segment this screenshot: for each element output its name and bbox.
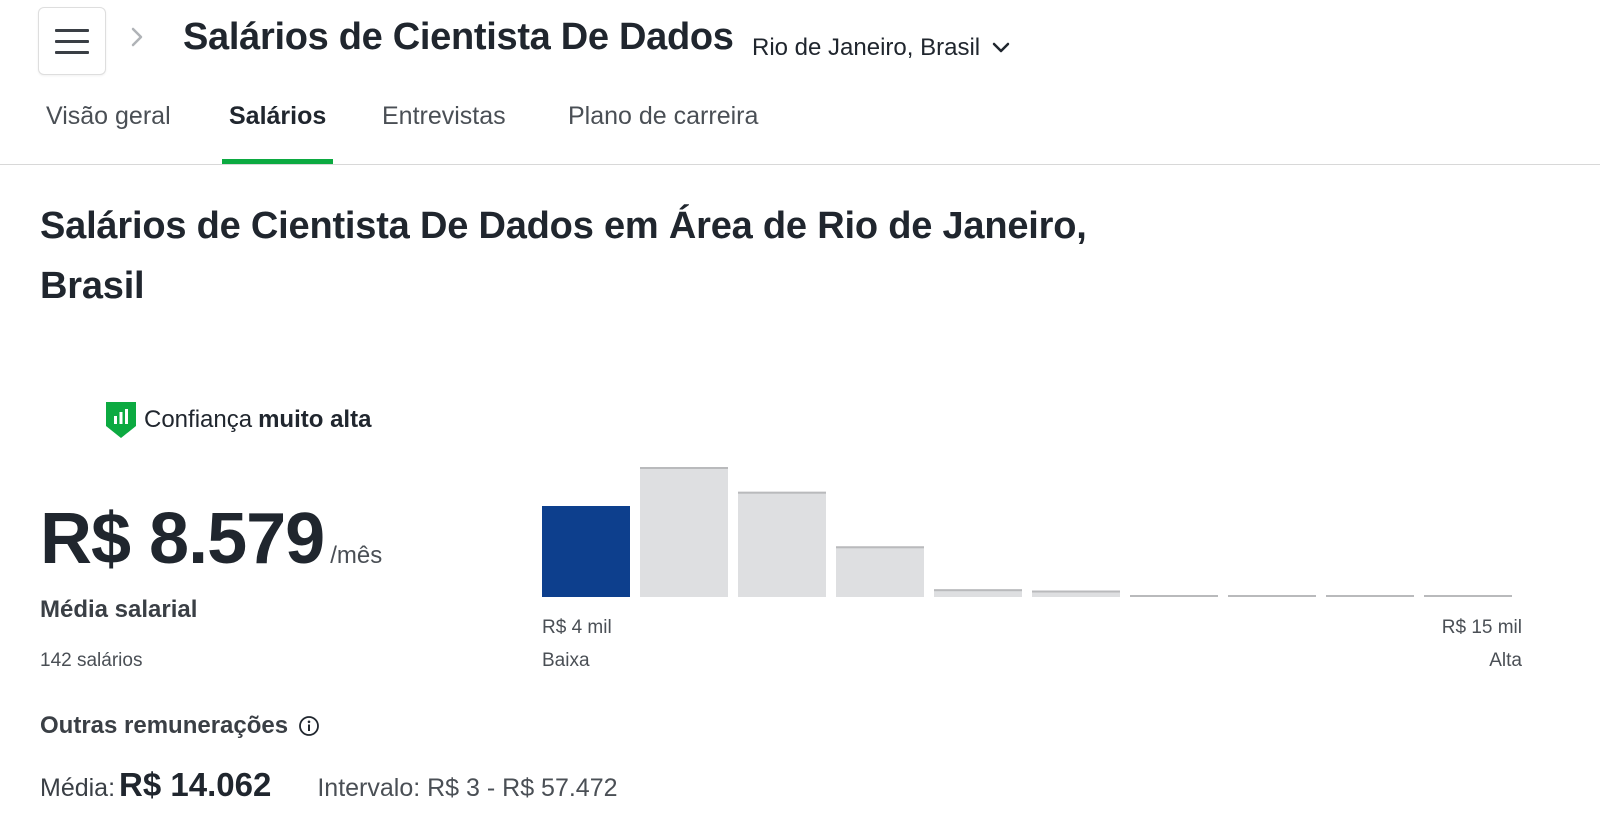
hamburger-menu-icon-bar [55, 50, 89, 54]
histogram-bar-top-6 [1032, 590, 1120, 593]
salary-count: 142 salários [40, 650, 143, 671]
histogram-bar-top-10 [1424, 595, 1512, 597]
tab-career-path[interactable]: Plano de carreira [568, 102, 759, 130]
confidence-badge: Confiança muito alta [104, 400, 371, 440]
histogram-bar-3 [738, 491, 826, 597]
hamburger-menu-icon-bar [55, 39, 89, 43]
salary-histogram [542, 467, 1512, 597]
chevron-down-icon [992, 42, 1010, 53]
confidence-level: muito alta [258, 406, 372, 433]
histogram-bar-top-4 [836, 546, 924, 549]
info-icon[interactable] [298, 715, 320, 737]
tab-bar: Visão geral Salários Entrevistas Plano d… [0, 86, 1600, 165]
histogram-bar-top-7 [1130, 595, 1218, 597]
tab-interviews[interactable]: Entrevistas [382, 102, 506, 130]
x-max-label: R$ 15 mil [1441, 617, 1522, 638]
location-dropdown[interactable]: Rio de Janeiro, Brasil [752, 32, 1012, 64]
histogram-bar-top-5 [934, 589, 1022, 592]
other-range: Intervalo: R$ 3 - R$ 57.472 [317, 774, 618, 802]
average-salary-label: Média salarial [40, 596, 198, 623]
other-compensation-title: Outras remunerações [40, 712, 320, 740]
average-salary: R$ 8.579 /mês [40, 498, 382, 580]
menu-button[interactable] [38, 7, 106, 75]
other-compensation-label: Outras remunerações [40, 712, 289, 739]
histogram-bar-6 [1032, 590, 1120, 597]
histogram-bar-1 [542, 506, 630, 597]
x-min-label: R$ 4 mil [542, 617, 612, 638]
average-salary-value: R$ 8.579 [40, 499, 325, 579]
hamburger-menu-icon [55, 28, 89, 32]
histogram-bar-top-3 [738, 491, 826, 494]
salary-period: /mês [330, 542, 383, 569]
confidence-prefix: Confiança [144, 406, 253, 433]
low-label: Baixa [542, 650, 590, 671]
histogram-bar-2 [640, 467, 728, 597]
confidence-shield-icon [106, 402, 136, 438]
tab-salaries[interactable]: Salários [221, 102, 334, 164]
histogram-bar-top-2 [640, 467, 728, 469]
other-average-value: R$ 14.062 [119, 766, 272, 803]
histogram-bar-top-8 [1228, 595, 1316, 597]
location-label: Rio de Janeiro, Brasil [752, 34, 981, 61]
high-label: Alta [1489, 650, 1522, 671]
other-compensation-row: Média: R$ 14.062 Intervalo: R$ 3 - R$ 57… [40, 766, 618, 804]
chevron-right-icon [131, 27, 143, 47]
header-title: Salários de Cientista De Dados [183, 16, 734, 58]
histogram-bar-4 [836, 546, 924, 597]
page-title: Salários de Cientista De Dados em Área d… [40, 205, 1087, 307]
histogram-bar-5 [934, 589, 1022, 597]
other-average-label: Média: [40, 774, 116, 802]
tab-overview[interactable]: Visão geral [46, 102, 171, 130]
histogram-bar-top-9 [1326, 595, 1414, 597]
